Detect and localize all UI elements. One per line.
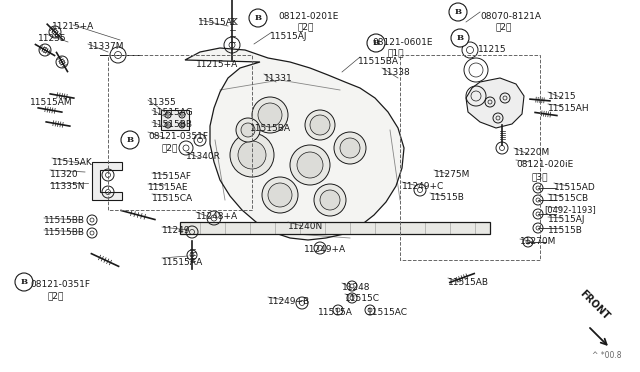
Text: 11515AB: 11515AB bbox=[448, 278, 489, 287]
Text: 11249+C: 11249+C bbox=[402, 182, 444, 191]
Text: 11340R: 11340R bbox=[186, 152, 221, 161]
Text: B: B bbox=[255, 14, 262, 22]
Text: 11320: 11320 bbox=[50, 170, 79, 179]
Text: 11338: 11338 bbox=[382, 68, 411, 77]
Circle shape bbox=[310, 115, 330, 135]
Text: 11515AH: 11515AH bbox=[548, 104, 589, 113]
Text: 08070-8121A: 08070-8121A bbox=[480, 12, 541, 21]
Polygon shape bbox=[185, 48, 404, 240]
Text: 11515AF: 11515AF bbox=[152, 172, 192, 181]
Text: 11515AJ: 11515AJ bbox=[548, 215, 586, 224]
Circle shape bbox=[314, 184, 346, 216]
Text: 08121-0201E: 08121-0201E bbox=[278, 12, 339, 21]
Circle shape bbox=[258, 103, 282, 127]
Text: 11515AG: 11515AG bbox=[152, 108, 194, 117]
Circle shape bbox=[334, 132, 366, 164]
Text: 11515CB: 11515CB bbox=[548, 194, 589, 203]
Text: 11515AA: 11515AA bbox=[162, 258, 204, 267]
Text: 11515AC: 11515AC bbox=[367, 308, 408, 317]
Circle shape bbox=[121, 131, 139, 149]
Text: 11515AJ: 11515AJ bbox=[270, 32, 307, 41]
Text: 11215: 11215 bbox=[478, 45, 507, 54]
Text: 11515BA: 11515BA bbox=[250, 124, 291, 133]
Text: 11249: 11249 bbox=[162, 226, 191, 235]
Text: 08121-0351F: 08121-0351F bbox=[148, 132, 208, 141]
Text: 11515AM: 11515AM bbox=[30, 98, 72, 107]
Text: （2）: （2） bbox=[162, 143, 179, 152]
Text: B: B bbox=[372, 39, 380, 47]
Text: 11515B: 11515B bbox=[430, 193, 465, 202]
Text: 11515CA: 11515CA bbox=[152, 194, 193, 203]
Text: 11515B: 11515B bbox=[548, 226, 583, 235]
Circle shape bbox=[238, 141, 266, 169]
Circle shape bbox=[236, 118, 260, 142]
Text: （1）: （1） bbox=[388, 48, 404, 57]
Text: B: B bbox=[454, 8, 461, 16]
Text: 11248: 11248 bbox=[342, 283, 371, 292]
Circle shape bbox=[290, 145, 330, 185]
Circle shape bbox=[252, 97, 288, 133]
Text: 11215+A: 11215+A bbox=[196, 60, 238, 69]
Text: 11355: 11355 bbox=[148, 98, 177, 107]
Polygon shape bbox=[161, 110, 189, 130]
Text: 11255: 11255 bbox=[38, 34, 67, 43]
FancyBboxPatch shape bbox=[180, 222, 490, 234]
Text: 11515BA: 11515BA bbox=[358, 57, 399, 66]
Circle shape bbox=[268, 183, 292, 207]
Text: 08121-0351F: 08121-0351F bbox=[30, 280, 90, 289]
Circle shape bbox=[262, 177, 298, 213]
Text: （2）: （2） bbox=[495, 22, 511, 31]
Circle shape bbox=[367, 34, 385, 52]
Text: 11515A: 11515A bbox=[318, 308, 353, 317]
Text: 11215: 11215 bbox=[548, 92, 577, 101]
Text: 08121-020iE: 08121-020iE bbox=[516, 160, 573, 169]
Text: 11249+B: 11249+B bbox=[268, 297, 310, 306]
Text: （2）: （2） bbox=[297, 22, 314, 31]
Text: 11215+A: 11215+A bbox=[52, 22, 94, 31]
Circle shape bbox=[241, 123, 255, 137]
Text: 11220M: 11220M bbox=[514, 148, 550, 157]
Polygon shape bbox=[92, 162, 122, 200]
Text: 11335N: 11335N bbox=[50, 182, 86, 191]
Text: 11515C: 11515C bbox=[345, 294, 380, 303]
Circle shape bbox=[305, 110, 335, 140]
Text: 11515AK: 11515AK bbox=[198, 18, 239, 27]
Circle shape bbox=[451, 29, 469, 47]
Text: 11270M: 11270M bbox=[520, 237, 556, 246]
Text: （3）: （3） bbox=[532, 172, 548, 181]
Text: B: B bbox=[20, 278, 28, 286]
Circle shape bbox=[449, 3, 467, 21]
Circle shape bbox=[297, 152, 323, 178]
Text: 11515BB: 11515BB bbox=[44, 228, 85, 237]
Text: 11515AE: 11515AE bbox=[148, 183, 189, 192]
Text: 11240N: 11240N bbox=[288, 222, 323, 231]
Text: B: B bbox=[127, 136, 134, 144]
Polygon shape bbox=[466, 78, 524, 128]
Circle shape bbox=[230, 133, 274, 177]
Circle shape bbox=[340, 138, 360, 158]
Text: 11248+A: 11248+A bbox=[196, 212, 238, 221]
Text: 11337M: 11337M bbox=[88, 42, 125, 51]
Circle shape bbox=[320, 190, 340, 210]
Circle shape bbox=[15, 273, 33, 291]
Text: ^ *00.8: ^ *00.8 bbox=[593, 351, 622, 360]
Text: （2）: （2） bbox=[48, 291, 65, 300]
Text: 11515BB: 11515BB bbox=[44, 216, 85, 225]
Text: 11249+A: 11249+A bbox=[304, 245, 346, 254]
Text: FRONT: FRONT bbox=[578, 289, 611, 322]
Circle shape bbox=[249, 9, 267, 27]
Text: 08121-0601E: 08121-0601E bbox=[372, 38, 433, 47]
Text: B: B bbox=[456, 34, 463, 42]
Text: [0492-1193]: [0492-1193] bbox=[544, 205, 596, 214]
Text: 11275M: 11275M bbox=[434, 170, 470, 179]
Text: 11331: 11331 bbox=[264, 74, 292, 83]
Text: 11515AK: 11515AK bbox=[52, 158, 93, 167]
Text: 11515AD: 11515AD bbox=[554, 183, 596, 192]
Text: 11515BB: 11515BB bbox=[152, 120, 193, 129]
